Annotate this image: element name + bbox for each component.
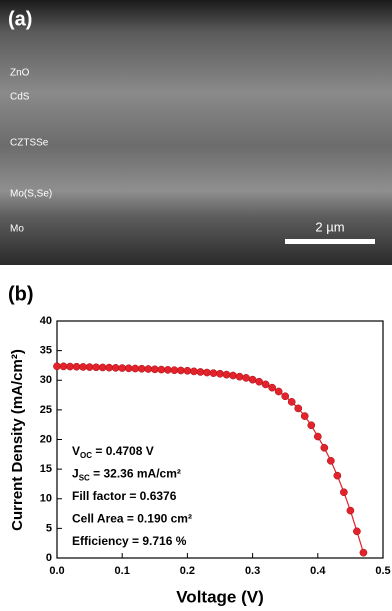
annotation-part: = 32.36 mA/cm²	[90, 467, 181, 481]
data-point	[222, 370, 231, 379]
x-tick-label: 0.2	[180, 565, 195, 577]
data-point	[92, 363, 100, 372]
data-point	[59, 362, 68, 371]
data-point	[79, 363, 87, 371]
annotation-part: J	[72, 467, 79, 481]
x-tick-label: 0.1	[115, 565, 130, 577]
panel-label: (a)	[8, 8, 32, 30]
data-point	[320, 443, 329, 452]
data-point	[353, 527, 361, 536]
data-point	[72, 362, 81, 371]
data-point	[53, 362, 61, 371]
layer-label: CZTSSe	[10, 138, 49, 149]
data-point	[177, 366, 185, 375]
data-point	[287, 398, 296, 406]
layer-label: CdS	[10, 92, 30, 103]
data-point	[190, 367, 198, 376]
x-axis-title: Voltage (V)	[176, 587, 264, 606]
annotation-part: Cell Area = 0.190 cm²	[72, 512, 192, 526]
y-tick-label: 10	[40, 493, 52, 505]
x-tick-label: 0.5	[375, 565, 390, 577]
data-point	[150, 365, 159, 374]
x-tick-label: 0.3	[245, 565, 260, 577]
data-point	[268, 383, 277, 392]
data-point	[294, 404, 303, 413]
scale-bar-label: 2 µm	[315, 219, 344, 234]
data-point	[105, 363, 114, 372]
data-point	[346, 506, 355, 515]
sem-image	[0, 0, 392, 265]
plot-frame	[56, 320, 384, 559]
data-point	[216, 369, 224, 378]
y-tick-label: 30	[40, 374, 52, 386]
y-tick-label: 5	[46, 522, 52, 534]
data-point	[157, 365, 166, 374]
data-point	[248, 375, 257, 384]
data-point	[235, 372, 244, 381]
annotation-part: = 0.4708 V	[92, 444, 154, 458]
data-point	[144, 365, 153, 373]
data-point	[261, 380, 270, 389]
annotation-part: V	[72, 444, 80, 458]
panel-label: (b)	[8, 283, 34, 305]
data-point	[124, 364, 133, 373]
data-point	[66, 362, 74, 371]
y-tick-label: 20	[40, 433, 52, 445]
data-point	[255, 377, 263, 386]
annotation: Cell Area = 0.190 cm²	[72, 512, 192, 526]
annotation-part: Efficiency = 9.716 %	[72, 534, 187, 548]
data-point	[281, 392, 290, 401]
y-tick-label: 15	[40, 463, 52, 475]
data-point	[209, 369, 218, 377]
sem-labels: (a) ZnO CdS CZTSSe Mo(S,Se) Mo 2 µm	[8, 8, 345, 234]
layer-label: Mo(S,Se)	[10, 189, 52, 200]
scale-bar	[285, 239, 375, 244]
data-point	[333, 471, 342, 480]
y-tick-label: 0	[46, 552, 52, 564]
annotation-part: OC	[80, 451, 92, 460]
data-point	[118, 364, 127, 372]
data-point	[183, 366, 192, 375]
annotation: JSC = 32.36 mA/cm²	[72, 467, 181, 483]
x-tick-label: 0.0	[49, 565, 64, 577]
data-point	[242, 374, 250, 382]
annotation: Fill factor = 0.6376	[72, 489, 177, 503]
data-point	[196, 368, 205, 376]
data-point	[203, 368, 211, 377]
y-tick-label: 25	[40, 404, 52, 416]
annotation-part: SC	[79, 474, 90, 483]
layer-label: Mo	[10, 224, 24, 235]
annotation-part: Fill factor = 0.6376	[72, 489, 177, 503]
annotation: Efficiency = 9.716 %	[72, 534, 187, 548]
y-tick-label: 35	[40, 345, 52, 357]
y-axis-title: Current Density (mA/cm²)	[9, 349, 26, 531]
data-point	[340, 488, 348, 497]
data-point	[313, 432, 322, 441]
x-tick-label: 0.4	[310, 565, 326, 577]
data-point	[300, 412, 309, 420]
data-point	[131, 364, 140, 373]
y-tick-label: 40	[40, 315, 52, 327]
data-point	[137, 364, 146, 373]
layer-label: ZnO	[10, 68, 30, 79]
data-point	[85, 363, 94, 371]
data-point	[111, 364, 120, 372]
data-point	[307, 421, 316, 430]
data-point	[359, 548, 368, 557]
data-point	[326, 456, 335, 465]
data-point	[170, 366, 179, 375]
data-point	[98, 363, 107, 372]
annotation: VOC = 0.4708 V	[72, 444, 154, 460]
data-point	[229, 371, 237, 380]
data-point	[163, 366, 172, 374]
data-point	[274, 387, 283, 396]
